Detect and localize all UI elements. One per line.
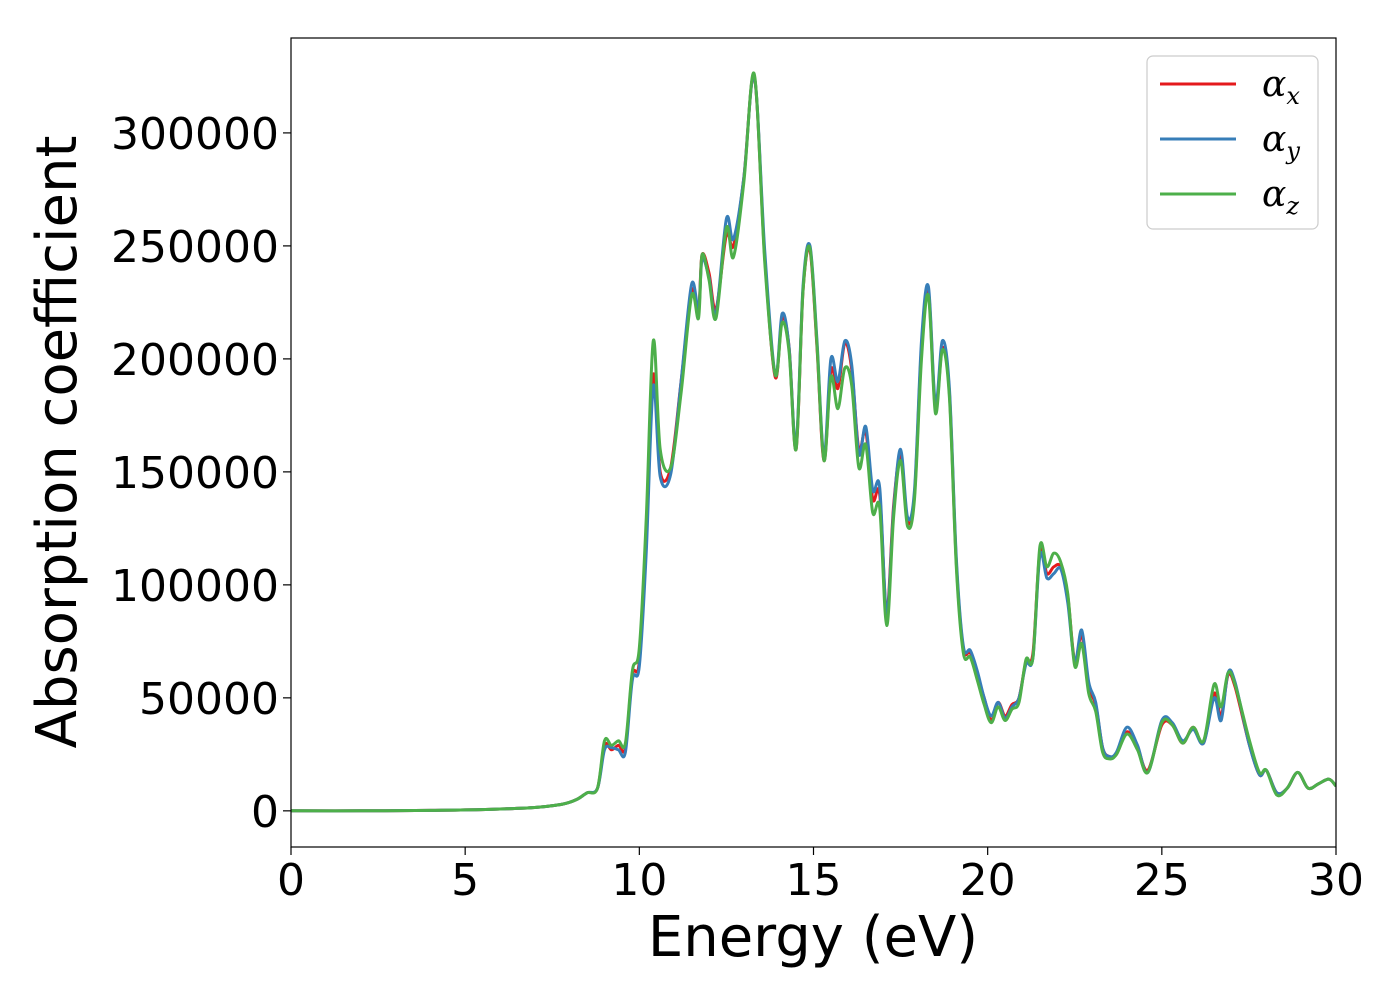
y-tick-label: 300000 — [111, 109, 279, 160]
series-line-z — [291, 71, 1336, 813]
x-axis-label: Energy (eV) — [648, 905, 978, 970]
y-tick-label: 100000 — [111, 561, 279, 612]
legend-label-z: αz — [1262, 174, 1299, 220]
legend-box — [1146, 55, 1319, 230]
legend: αx αy αz — [1146, 55, 1319, 230]
x-tick-label: 0 — [277, 855, 305, 906]
y-axis-ticks: 0 50000 100000 150000 200000 250000 300000 — [111, 109, 291, 838]
x-tick-label: 25 — [1134, 855, 1190, 906]
y-tick-label: 0 — [251, 787, 279, 838]
x-tick-label: 20 — [960, 855, 1016, 906]
legend-label-y: αy — [1262, 119, 1300, 165]
x-tick-label: 30 — [1308, 855, 1364, 906]
x-tick-label: 15 — [786, 855, 842, 906]
y-tick-label: 50000 — [139, 674, 279, 725]
x-tick-label: 10 — [611, 855, 667, 906]
series-layer — [291, 71, 1336, 813]
y-tick-label: 150000 — [111, 448, 279, 499]
y-axis-label: Absorption coefficient — [25, 136, 90, 749]
x-axis-ticks: 0 5 10 15 20 25 30 — [277, 847, 1364, 906]
x-tick-label: 5 — [451, 855, 479, 906]
y-tick-label: 250000 — [111, 222, 279, 273]
legend-label-x: αx — [1262, 64, 1300, 110]
y-tick-label: 200000 — [111, 335, 279, 386]
